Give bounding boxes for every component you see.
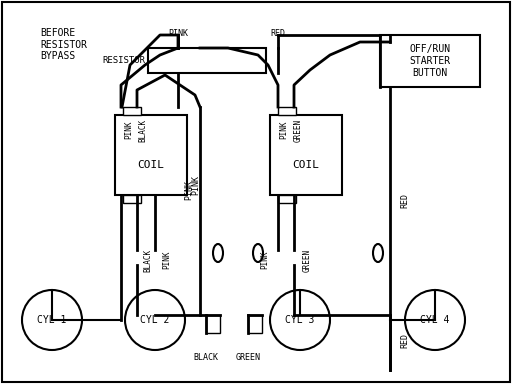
- Text: BLACK: BLACK: [139, 118, 147, 142]
- Circle shape: [22, 290, 82, 350]
- Text: GREEN: GREEN: [293, 118, 303, 142]
- Text: GREEN: GREEN: [303, 248, 311, 271]
- Text: COIL: COIL: [138, 160, 164, 170]
- Text: COIL: COIL: [292, 160, 319, 170]
- FancyBboxPatch shape: [278, 195, 296, 203]
- Text: BEFORE
RESISTOR
BYPASS: BEFORE RESISTOR BYPASS: [40, 28, 87, 61]
- FancyBboxPatch shape: [270, 115, 342, 195]
- Ellipse shape: [253, 244, 263, 262]
- Text: PINK: PINK: [168, 29, 188, 38]
- Text: CYL 4: CYL 4: [420, 315, 450, 325]
- FancyBboxPatch shape: [206, 315, 220, 333]
- FancyBboxPatch shape: [115, 115, 187, 195]
- Text: PINK: PINK: [184, 180, 193, 200]
- Circle shape: [125, 290, 185, 350]
- Text: PINK: PINK: [162, 251, 172, 269]
- Text: RED: RED: [270, 29, 286, 38]
- Text: GREEN: GREEN: [236, 354, 261, 362]
- Circle shape: [270, 290, 330, 350]
- Ellipse shape: [213, 244, 223, 262]
- Text: RESISTOR: RESISTOR: [102, 56, 145, 65]
- Ellipse shape: [373, 244, 383, 262]
- FancyBboxPatch shape: [278, 107, 296, 115]
- FancyBboxPatch shape: [123, 195, 141, 203]
- Text: PINK: PINK: [261, 251, 269, 269]
- Text: OFF/RUN
STARTER
BUTTON: OFF/RUN STARTER BUTTON: [410, 45, 451, 78]
- Circle shape: [405, 290, 465, 350]
- Text: CYL 2: CYL 2: [140, 315, 169, 325]
- Text: PINK: PINK: [191, 175, 200, 195]
- Text: CYL 1: CYL 1: [37, 315, 67, 325]
- Text: CYL 3: CYL 3: [285, 315, 315, 325]
- Text: PINK: PINK: [124, 121, 134, 139]
- Text: PINK: PINK: [280, 121, 288, 139]
- FancyBboxPatch shape: [248, 315, 262, 333]
- FancyBboxPatch shape: [123, 107, 141, 115]
- Text: BLACK: BLACK: [194, 354, 219, 362]
- FancyBboxPatch shape: [380, 35, 480, 87]
- FancyBboxPatch shape: [148, 48, 266, 73]
- Text: RED: RED: [400, 192, 409, 207]
- Text: RED: RED: [400, 333, 409, 348]
- Text: BLACK: BLACK: [143, 248, 153, 271]
